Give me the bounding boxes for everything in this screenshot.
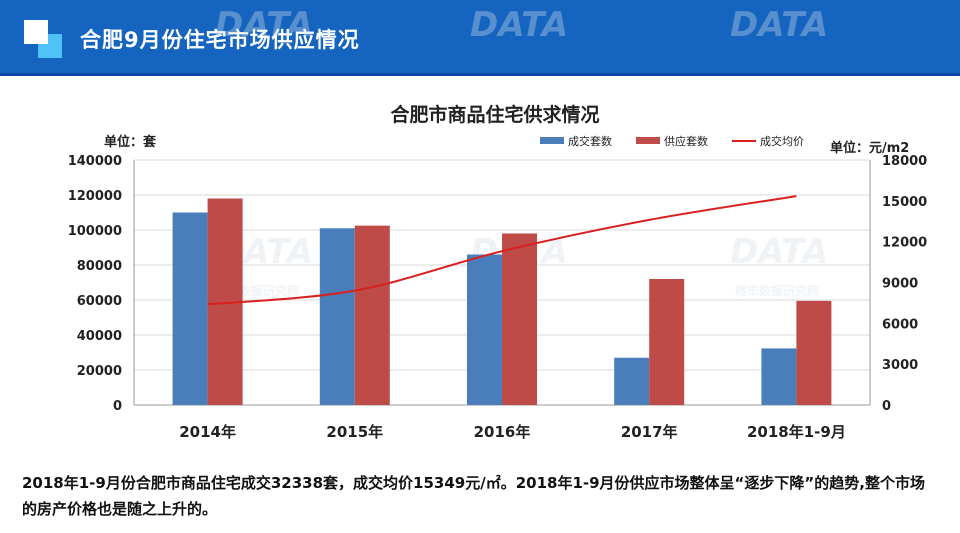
right-tick-label: 6000	[882, 317, 918, 332]
watermark-brand: DATA	[215, 5, 314, 45]
bar-sold	[467, 254, 502, 405]
right-tick-label: 12000	[882, 236, 927, 251]
left-tick-label: 40000	[77, 329, 122, 344]
legend-label: 成交套数	[568, 134, 612, 148]
summary-text: 2018年1-9月份合肥市商品住宅成交32338套，成交均价15349元/㎡。2…	[22, 474, 925, 518]
bar-supply	[354, 225, 390, 405]
left-tick-label: 140000	[68, 154, 122, 169]
bar-supply	[649, 279, 685, 405]
category-label: 2014年	[179, 423, 236, 441]
watermark-brand: DATA	[470, 5, 569, 45]
price-line	[207, 195, 797, 306]
left-tick-label: 60000	[77, 294, 122, 309]
bar-sold	[319, 228, 355, 405]
left-tick-label: 20000	[77, 364, 122, 379]
category-label: 2018年1-9月	[747, 423, 846, 441]
header-divider	[0, 73, 960, 76]
left-tick-label: 0	[113, 399, 122, 414]
bar-sold	[172, 212, 208, 405]
legend-label: 成交均价	[760, 134, 804, 148]
right-tick-label: 18000	[882, 154, 927, 169]
bar-sold	[761, 348, 797, 405]
right-tick-label: 9000	[882, 277, 918, 292]
header-bar: 合肥9月份住宅市场供应情况	[0, 0, 960, 73]
bar-sold	[614, 357, 650, 405]
logo-icon	[24, 20, 64, 58]
page-title: 合肥9月份住宅市场供应情况	[80, 28, 360, 52]
watermark-sub: 楼市数据研究院	[735, 284, 820, 298]
category-label: 2017年	[621, 423, 678, 441]
legend-swatch	[636, 137, 660, 144]
chart-title: 合肥市商品住宅供求情况	[390, 104, 600, 126]
right-tick-label: 3000	[882, 358, 918, 373]
watermark-brand: DATA	[730, 5, 829, 45]
right-tick-label: 15000	[882, 195, 927, 210]
legend-swatch	[540, 137, 564, 144]
left-tick-label: 100000	[68, 224, 122, 239]
left-axis-unit: 单位：套	[104, 135, 157, 150]
bar-supply	[502, 233, 537, 405]
right-axis-unit: 单位：元/m2	[830, 141, 910, 156]
legend-label: 供应套数	[664, 134, 708, 148]
left-tick-label: 120000	[68, 189, 122, 204]
bar-supply	[796, 300, 832, 405]
left-tick-label: 80000	[77, 259, 122, 274]
category-label: 2015年	[326, 423, 383, 441]
category-label: 2016年	[474, 423, 531, 441]
right-tick-label: 0	[882, 399, 891, 414]
